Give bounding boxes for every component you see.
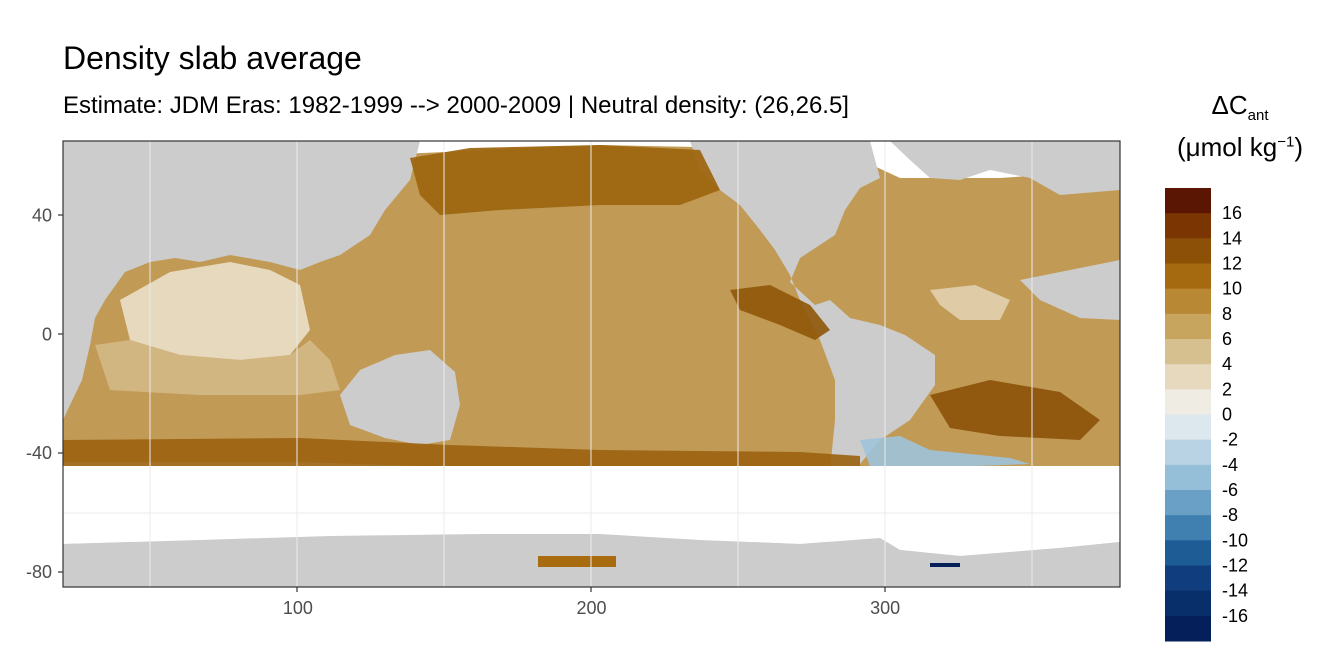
plot-title: Density slab average [63,40,362,76]
legend-label: -6 [1222,480,1238,500]
legend-label: -16 [1222,606,1248,626]
legend-swatch [1165,238,1211,264]
legend-label: 8 [1222,304,1232,324]
legend-swatch [1165,263,1211,290]
land-north-africa [1020,260,1120,320]
legend-swatch [1165,615,1211,642]
south-band-dark [63,438,860,470]
y-axis [58,214,63,573]
indian-ocean-light [120,262,310,360]
legend-swatch [1165,490,1211,516]
grid-lines [63,141,1120,587]
legend-swatch [1165,313,1211,340]
legend-label: -2 [1222,430,1238,450]
east-pacific-dark [730,285,830,340]
legend-swatch [1165,339,1211,365]
legend-label: -10 [1222,530,1248,550]
legend-title-variable: ΔCant [1211,90,1269,125]
legend-title: ΔCant (μmol kg−1) [1150,86,1330,167]
legend-label: -12 [1222,556,1248,576]
legend-swatch [1165,188,1211,214]
weddell-sea-patch [930,563,960,567]
legend-swatch [1165,565,1211,592]
land-australia [340,350,460,445]
south-atlantic-blue [860,436,1030,468]
south-atlantic-dark [930,380,1100,440]
x-tick-label: 300 [870,598,900,618]
map-panel [63,141,1120,587]
legend-swatch [1165,439,1211,466]
plot-subtitle: Estimate: JDM Eras: 1982-1999 --> 2000-2… [63,92,849,119]
legend-label: 10 [1222,279,1242,299]
x-tick-label: 200 [576,598,606,618]
legend-swatch [1165,590,1211,617]
legend-label: 0 [1222,405,1232,425]
legend-label: -14 [1222,581,1248,601]
y-tick-label: 40 [32,205,52,225]
north-pacific-dark [410,145,720,215]
legend-swatch [1165,288,1211,315]
x-axis [296,587,886,592]
legend-swatch [1165,540,1211,566]
legend-colorbar [1165,188,1211,642]
legend-swatch [1165,414,1211,441]
legend-swatch [1165,364,1211,390]
land-greenland-europe [890,141,1120,195]
legend-label: -8 [1222,505,1238,525]
land-eurasia-africa [63,141,420,420]
ross-sea-patch [538,556,616,567]
legend-label: 6 [1222,329,1232,349]
legend-swatch [1165,213,1211,239]
indian-ocean-mid [95,340,340,395]
y-tick-labels: 40 0 -40 -80 [26,205,52,582]
legend-title-unit: (μmol kg−1) [1177,131,1303,162]
legend-label: 16 [1222,203,1242,223]
legend-label: -4 [1222,455,1238,475]
legend-swatch [1165,515,1211,541]
legend-swatch [1165,389,1211,415]
legend-labels: 16 14 12 10 8 6 4 2 0 -2 -4 -6 -8 -10 -12 -14 -16 [1222,203,1248,626]
legend-label: 14 [1222,228,1242,248]
legend-label: 4 [1222,354,1232,374]
legend-swatch [1165,464,1211,491]
x-tick-label: 100 [283,598,313,618]
y-tick-label: -80 [26,562,52,582]
legend-label: 2 [1222,379,1232,399]
y-tick-label: 0 [42,324,52,344]
y-tick-label: -40 [26,443,52,463]
x-tick-labels: 100 200 300 [283,598,900,618]
legend-label: 12 [1222,254,1242,274]
west-atlantic-light [930,285,1010,320]
